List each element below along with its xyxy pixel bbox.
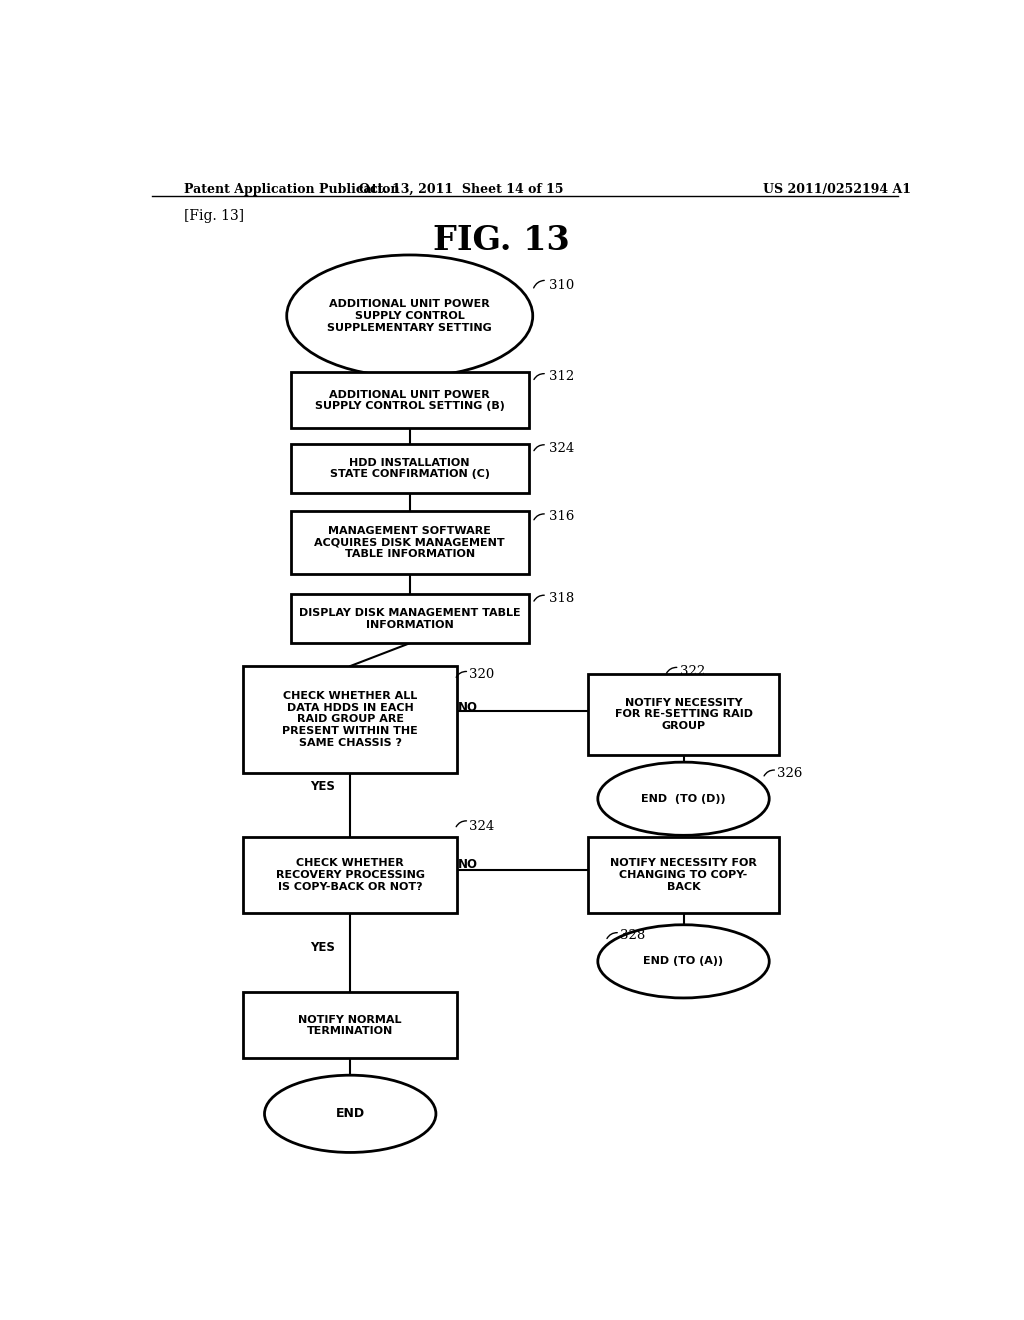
Text: 320: 320 (469, 668, 495, 681)
FancyArrowPatch shape (534, 595, 544, 601)
Text: 312: 312 (549, 371, 573, 383)
FancyArrowPatch shape (534, 374, 544, 380)
Text: 316: 316 (549, 510, 574, 523)
Text: 324: 324 (469, 820, 495, 833)
Text: ADDITIONAL UNIT POWER
SUPPLY CONTROL
SUPPLEMENTARY SETTING: ADDITIONAL UNIT POWER SUPPLY CONTROL SUP… (328, 300, 493, 333)
Text: NOTIFY NECESSITY
FOR RE-SETTING RAID
GROUP: NOTIFY NECESSITY FOR RE-SETTING RAID GRO… (614, 698, 753, 731)
Text: END: END (336, 1107, 365, 1121)
Text: US 2011/0252194 A1: US 2011/0252194 A1 (763, 182, 911, 195)
Text: 328: 328 (620, 929, 645, 942)
Text: NOTIFY NORMAL
TERMINATION: NOTIFY NORMAL TERMINATION (298, 1015, 402, 1036)
Text: DISPLAY DISK MANAGEMENT TABLE
INFORMATION: DISPLAY DISK MANAGEMENT TABLE INFORMATIO… (299, 609, 520, 630)
FancyBboxPatch shape (243, 993, 458, 1059)
Ellipse shape (287, 255, 532, 378)
Text: 322: 322 (680, 665, 705, 678)
FancyArrowPatch shape (534, 513, 544, 520)
FancyArrowPatch shape (607, 933, 617, 939)
FancyArrowPatch shape (764, 770, 774, 776)
Text: Patent Application Publication: Patent Application Publication (183, 182, 399, 195)
Text: 324: 324 (549, 442, 573, 454)
FancyArrowPatch shape (534, 445, 544, 450)
Text: [Fig. 13]: [Fig. 13] (183, 210, 244, 223)
Text: NO: NO (458, 858, 478, 871)
Text: YES: YES (310, 780, 335, 793)
Ellipse shape (264, 1076, 436, 1152)
Text: CHECK WHETHER ALL
DATA HDDS IN EACH
RAID GROUP ARE
PRESENT WITHIN THE
SAME CHASS: CHECK WHETHER ALL DATA HDDS IN EACH RAID… (283, 692, 418, 747)
FancyArrowPatch shape (456, 672, 467, 677)
FancyBboxPatch shape (291, 372, 528, 428)
Text: YES: YES (310, 941, 335, 954)
Text: NO: NO (458, 701, 478, 714)
FancyBboxPatch shape (291, 511, 528, 574)
FancyBboxPatch shape (243, 837, 458, 913)
FancyBboxPatch shape (291, 444, 528, 492)
Text: 326: 326 (777, 767, 803, 780)
Text: END  (TO (D)): END (TO (D)) (641, 793, 726, 804)
Ellipse shape (598, 762, 769, 836)
FancyArrowPatch shape (667, 668, 677, 673)
Text: 318: 318 (549, 591, 573, 605)
Text: CHECK WHETHER
RECOVERY PROCESSING
IS COPY-BACK OR NOT?: CHECK WHETHER RECOVERY PROCESSING IS COP… (275, 858, 425, 891)
FancyBboxPatch shape (243, 667, 458, 772)
Text: END (TO (A)): END (TO (A)) (643, 957, 724, 966)
FancyArrowPatch shape (534, 280, 544, 288)
Ellipse shape (598, 925, 769, 998)
Text: 310: 310 (549, 279, 573, 292)
FancyBboxPatch shape (291, 594, 528, 643)
Text: FIG. 13: FIG. 13 (432, 224, 569, 257)
Text: Oct. 13, 2011  Sheet 14 of 15: Oct. 13, 2011 Sheet 14 of 15 (359, 182, 563, 195)
FancyBboxPatch shape (588, 673, 778, 755)
Text: MANAGEMENT SOFTWARE
ACQUIRES DISK MANAGEMENT
TABLE INFORMATION: MANAGEMENT SOFTWARE ACQUIRES DISK MANAGE… (314, 525, 505, 560)
Text: ADDITIONAL UNIT POWER
SUPPLY CONTROL SETTING (B): ADDITIONAL UNIT POWER SUPPLY CONTROL SET… (314, 389, 505, 411)
Text: NOTIFY NECESSITY FOR
CHANGING TO COPY-
BACK: NOTIFY NECESSITY FOR CHANGING TO COPY- B… (610, 858, 757, 891)
Text: HDD INSTALLATION
STATE CONFIRMATION (C): HDD INSTALLATION STATE CONFIRMATION (C) (330, 458, 489, 479)
FancyArrowPatch shape (456, 821, 467, 826)
FancyBboxPatch shape (588, 837, 778, 913)
